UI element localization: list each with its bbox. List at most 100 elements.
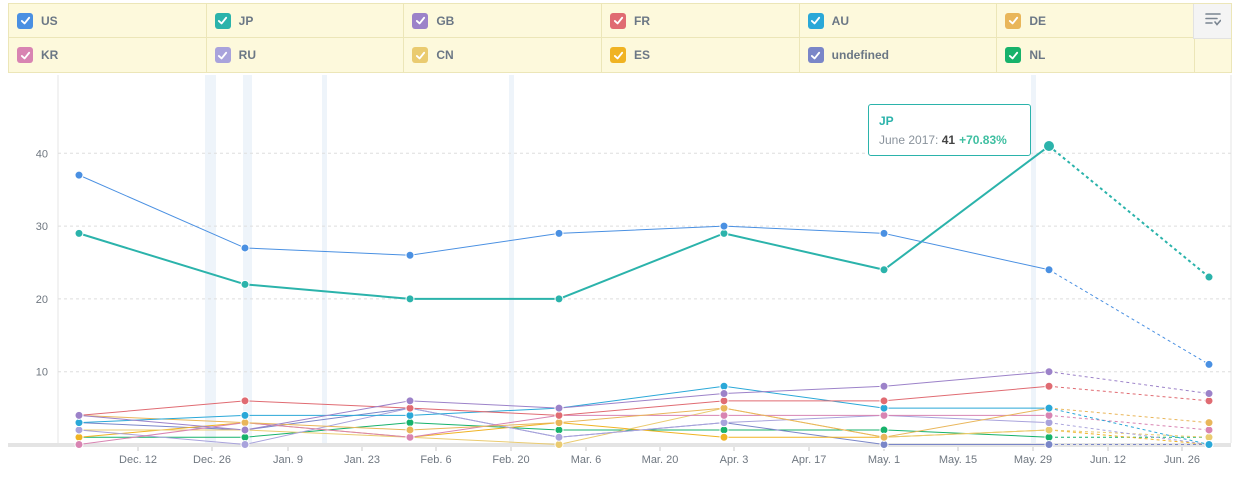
data-point-us[interactable] [1044, 265, 1054, 275]
legend-label: GB [436, 13, 455, 28]
week-band [243, 75, 252, 443]
legend-item-nl[interactable]: NL [997, 38, 1195, 72]
check-icon [218, 51, 228, 59]
legend-item-de[interactable]: DE [997, 4, 1195, 38]
data-point-gb[interactable] [240, 425, 250, 435]
data-point-au[interactable] [1044, 403, 1054, 413]
series-line-ru[interactable] [78, 407, 1050, 445]
series-projection-us [1048, 269, 1210, 365]
legend-checkbox[interactable] [807, 47, 824, 63]
series-line-fr[interactable] [78, 385, 1050, 416]
legend-item-undefined[interactable]: undefined [800, 38, 998, 72]
series-projection-fr [1048, 385, 1210, 402]
data-point-fr[interactable] [1044, 381, 1054, 391]
data-point-ru[interactable] [240, 440, 250, 449]
series-line-jp[interactable] [78, 145, 1050, 300]
data-point-us[interactable] [74, 170, 84, 180]
legend-checkbox[interactable] [214, 12, 231, 29]
check-icon [613, 16, 623, 25]
data-point-de[interactable] [879, 432, 889, 442]
data-point-jp[interactable] [1204, 272, 1214, 282]
data-point-us[interactable] [879, 228, 889, 238]
legend-label: RU [238, 48, 256, 62]
legend-menu-button[interactable] [1193, 4, 1231, 39]
check-icon [613, 51, 623, 59]
check-icon [811, 51, 821, 59]
x-tick-label: May. 15 [939, 454, 977, 466]
legend-checkbox[interactable] [214, 47, 231, 63]
y-tick-label: 30 [36, 221, 48, 233]
data-point-jp[interactable] [554, 294, 564, 304]
data-point-de[interactable] [405, 425, 415, 435]
data-point-de[interactable] [1204, 418, 1214, 428]
data-point-us[interactable] [554, 228, 564, 238]
legend-label: NL [1029, 48, 1046, 62]
week-band [322, 75, 327, 443]
series-line-undefined[interactable] [78, 407, 1049, 445]
legend-checkbox[interactable] [412, 47, 429, 63]
legend-item-us[interactable]: US [9, 4, 207, 38]
data-point-us[interactable] [240, 243, 250, 253]
legend-item-kr[interactable]: KR [9, 38, 207, 72]
data-point-jp[interactable] [405, 294, 415, 304]
data-point-gb[interactable] [405, 396, 415, 406]
data-point-kr[interactable] [74, 440, 84, 449]
series-projection-gb [1048, 371, 1210, 395]
data-point-fr[interactable] [240, 396, 250, 406]
series-line-au[interactable] [78, 385, 1049, 424]
data-point-jp[interactable] [879, 265, 889, 275]
data-point-ru[interactable] [554, 432, 564, 442]
legend-checkbox[interactable] [807, 12, 824, 29]
data-point-gb[interactable] [719, 389, 729, 399]
legend-label: CN [436, 48, 454, 62]
series-projection-ru [1048, 422, 1210, 445]
data-point-es[interactable] [719, 432, 729, 442]
data-point-jp[interactable] [1043, 140, 1055, 153]
legend-label: AU [831, 13, 849, 28]
data-point-us[interactable] [719, 221, 729, 231]
data-point-jp[interactable] [74, 228, 84, 238]
data-point-us[interactable] [1204, 359, 1214, 369]
series-line-gb[interactable] [78, 371, 1050, 431]
data-point-gb[interactable] [74, 410, 84, 420]
legend-checkbox[interactable] [17, 47, 33, 63]
data-point-gb[interactable] [554, 403, 564, 413]
series-projection-jp [1048, 145, 1210, 278]
data-point-gb[interactable] [879, 381, 889, 391]
legend-item-gb[interactable]: GB [404, 4, 602, 38]
check-icon [415, 16, 425, 25]
legend-checkbox[interactable] [17, 12, 33, 29]
legend-checkbox[interactable] [1005, 12, 1022, 29]
legend-item-au[interactable]: AU [799, 4, 998, 38]
legend-item-fr[interactable]: FR [602, 4, 800, 38]
data-point-gb[interactable] [1204, 389, 1214, 399]
legend-checkbox[interactable] [610, 47, 626, 63]
data-point-jp[interactable] [240, 279, 250, 289]
series-line-de[interactable] [78, 407, 1050, 438]
legend-item-ru[interactable]: RU [207, 38, 405, 72]
week-band [1031, 75, 1036, 443]
week-band [205, 75, 216, 443]
series-line-cn[interactable] [79, 407, 1050, 445]
legend-label: KR [41, 48, 59, 62]
legend-label: JP [238, 13, 254, 28]
legend-checkbox[interactable] [1005, 47, 1022, 63]
legend-checkbox[interactable] [610, 12, 626, 29]
legend-grid: US JP GB FR AU DE KR RU CN ES undefined NL [9, 4, 1195, 72]
x-axis-bar [8, 443, 1231, 447]
y-tick-label: 40 [36, 148, 48, 160]
data-point-au[interactable] [1204, 440, 1214, 449]
data-point-undefined[interactable] [1044, 440, 1054, 449]
data-point-au[interactable] [240, 410, 250, 420]
legend-item-es[interactable]: ES [602, 38, 800, 72]
legend-item-jp[interactable]: JP [206, 4, 405, 38]
data-point-fr[interactable] [879, 396, 889, 406]
data-point-us[interactable] [405, 250, 415, 260]
x-tick-label: Mar. 6 [571, 454, 602, 466]
data-point-gb[interactable] [1044, 367, 1054, 377]
tooltip-line: June 2017: 41 +70.83% [879, 133, 1020, 147]
x-tick-label: Apr. 3 [720, 454, 749, 466]
legend-item-cn[interactable]: CN [404, 38, 602, 72]
legend-checkbox[interactable] [412, 12, 429, 29]
